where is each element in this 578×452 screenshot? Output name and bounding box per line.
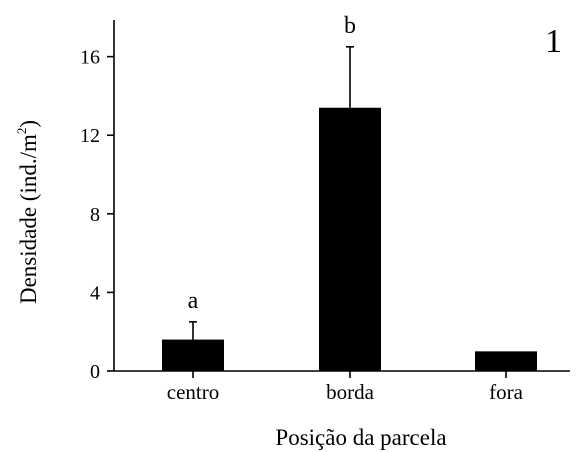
error-bars: [189, 46, 354, 340]
x-axis-title: Posição da parcela: [275, 425, 446, 450]
bar-centro: [162, 339, 224, 371]
x-tick-label-borda: borda: [326, 380, 374, 404]
significance-letter-borda: b: [344, 13, 356, 39]
significance-letters: ab: [188, 13, 356, 314]
y-ticks: 0 4 8 12 16: [80, 47, 114, 383]
bars: [162, 107, 537, 372]
y-tick-label: 4: [90, 282, 100, 304]
x-tick-label-centro: centro: [167, 380, 219, 404]
y-axis-title-superscript: 2: [14, 128, 29, 135]
y-axis-title-close: ): [16, 120, 41, 128]
bar-fora: [475, 351, 537, 371]
panel-number: 1: [545, 23, 562, 60]
y-tick-label: 8: [90, 204, 100, 226]
bar-borda: [319, 107, 381, 372]
y-tick-label: 0: [90, 361, 100, 383]
y-tick-label: 12: [80, 125, 100, 147]
y-axis-title: Densidade (ind./m2): [14, 120, 41, 304]
significance-letter-centro: a: [188, 288, 199, 314]
y-tick-label: 16: [80, 47, 100, 69]
category-labels: centro borda fora: [167, 371, 524, 404]
y-axis-title-main: Densidade (ind./m: [16, 134, 41, 304]
x-tick-label-fora: fora: [489, 380, 523, 404]
